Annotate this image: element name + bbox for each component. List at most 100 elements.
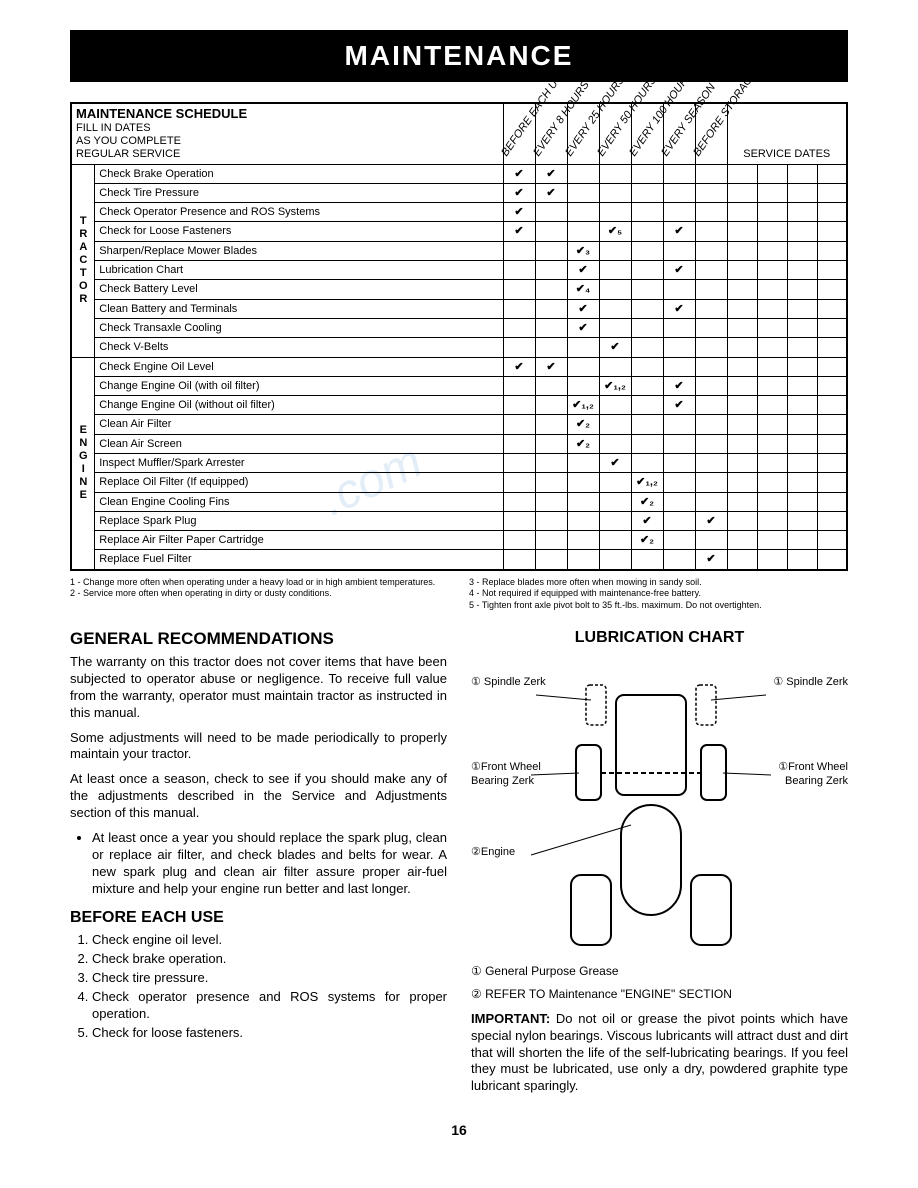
service-date-cell [727,299,757,318]
check-cell [599,357,631,376]
check-cell [599,261,631,280]
service-date-cell [817,531,847,550]
check-cell [535,396,567,415]
check-cell [567,183,599,202]
check-cell [503,434,535,453]
service-date-cell [757,164,787,183]
group-label: TRACTOR [71,164,95,357]
service-date-cell [757,473,787,492]
service-date-cell [787,183,817,202]
task-cell: Change Engine Oil (with oil filter) [95,376,503,395]
check-cell [535,299,567,318]
check-cell [599,396,631,415]
check-cell [631,318,663,337]
check-cell: ✔₂ [567,415,599,434]
service-date-cell [787,222,817,241]
check-cell [503,299,535,318]
service-date-cell [727,164,757,183]
check-cell [535,280,567,299]
task-cell: Clean Air Screen [95,434,503,453]
check-cell: ✔ [663,396,695,415]
check-cell [535,531,567,550]
task-cell: Replace Fuel Filter [95,550,503,570]
check-cell [631,338,663,357]
schedule-title: MAINTENANCE SCHEDULE [76,106,499,122]
check-cell [503,396,535,415]
check-cell: ✔₅ [599,222,631,241]
check-cell: ✔ [503,183,535,202]
service-date-cell [757,280,787,299]
service-date-cell [757,318,787,337]
check-cell [695,203,727,222]
task-cell: Replace Oil Filter (If equipped) [95,473,503,492]
check-cell [567,473,599,492]
check-cell [599,531,631,550]
col-every-8: EVERY 8 HOURS [535,103,567,164]
col-every-25: EVERY 25 HOURS [567,103,599,164]
task-cell: Change Engine Oil (without oil filter) [95,396,503,415]
task-cell: Check Engine Oil Level [95,357,503,376]
check-cell: ✔ [535,164,567,183]
service-date-cell [787,164,817,183]
check-cell [695,261,727,280]
service-date-cell [787,318,817,337]
footnotes-right: 3 - Replace blades more often when mowin… [469,577,848,612]
check-cell [599,241,631,260]
task-cell: Replace Air Filter Paper Cartridge [95,531,503,550]
col-every-50: EVERY 50 HOURS [599,103,631,164]
gen-rec-p3: At least once a season, check to see if … [70,771,447,822]
gen-rec-p1: The warranty on this tractor does not co… [70,654,447,722]
service-dates-header: SERVICE DATES [727,103,847,164]
check-cell [631,550,663,570]
check-cell [535,511,567,530]
check-cell [631,280,663,299]
before-use-item: Check operator presence and ROS systems … [92,989,447,1023]
service-date-cell [787,434,817,453]
service-date-cell [757,511,787,530]
check-cell [695,241,727,260]
check-cell: ✔ [535,183,567,202]
check-cell [663,531,695,550]
check-cell [503,550,535,570]
check-cell: ✔ [567,299,599,318]
before-use-list: Check engine oil level.Check brake opera… [70,932,447,1041]
check-cell [599,550,631,570]
gen-rec-p2: Some adjustments will need to be made pe… [70,730,447,764]
check-cell: ✔ [535,357,567,376]
service-date-cell [787,415,817,434]
check-cell: ✔₂ [631,492,663,511]
check-cell [695,492,727,511]
check-cell: ✔₂ [631,531,663,550]
check-cell: ✔ [695,511,727,530]
task-cell: Clean Air Filter [95,415,503,434]
check-cell [535,550,567,570]
service-date-cell [817,318,847,337]
check-cell [663,492,695,511]
check-cell [503,261,535,280]
service-date-cell [817,164,847,183]
check-cell [663,203,695,222]
check-cell [535,203,567,222]
check-cell [695,299,727,318]
check-cell [663,454,695,473]
service-date-cell [817,492,847,511]
check-cell: ✔ [503,203,535,222]
service-date-cell [787,357,817,376]
check-cell [631,222,663,241]
check-cell [695,164,727,183]
service-date-cell [727,241,757,260]
col-every-100: EVERY 100 HOURS [631,103,663,164]
service-date-cell [757,338,787,357]
task-cell: Check Battery Level [95,280,503,299]
service-date-cell [757,492,787,511]
check-cell [535,222,567,241]
check-cell [503,415,535,434]
task-cell: Clean Engine Cooling Fins [95,492,503,511]
check-cell: ✔₂ [567,434,599,453]
service-date-cell [787,299,817,318]
service-date-cell [787,550,817,570]
service-date-cell [757,454,787,473]
service-date-cell [817,203,847,222]
check-cell [599,280,631,299]
check-cell: ✔ [503,164,535,183]
